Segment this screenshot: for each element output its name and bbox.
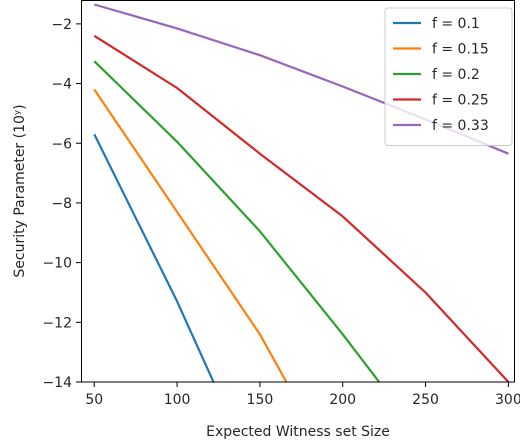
y-tick-label: −10 bbox=[42, 256, 72, 272]
x-tick-label: 100 bbox=[164, 392, 191, 408]
legend-label-0: f = 0.1 bbox=[432, 16, 480, 32]
y-tick-label: −14 bbox=[42, 375, 72, 391]
x-tick-label: 300 bbox=[495, 392, 520, 408]
legend-box bbox=[384, 7, 513, 146]
legend-label-3: f = 0.25 bbox=[432, 93, 489, 109]
x-axis-label: Expected Witness set Size bbox=[206, 424, 390, 440]
x-axis-ticks: 50 100 150 200 250 300 bbox=[85, 382, 520, 408]
series-line-2 bbox=[93, 60, 381, 382]
legend-label-4: f = 0.33 bbox=[432, 118, 489, 134]
y-tick-label: −8 bbox=[51, 196, 72, 212]
series-line-3 bbox=[93, 34, 510, 382]
legend-label-2: f = 0.2 bbox=[432, 67, 480, 83]
y-axis-label: Security Parameter (10ʸ) bbox=[12, 104, 28, 277]
x-tick-label: 250 bbox=[412, 392, 439, 408]
legend-label-1: f = 0.15 bbox=[432, 42, 489, 58]
series-line-1 bbox=[93, 88, 288, 382]
series-lines bbox=[93, 3, 510, 382]
y-tick-label: −2 bbox=[51, 17, 72, 33]
x-tick-label: 50 bbox=[85, 392, 103, 408]
y-tick-label: −6 bbox=[51, 136, 72, 152]
plot-frame bbox=[81, 0, 515, 383]
y-axis-ticks: −2 −4 −6 −8 −10 −12 −14 bbox=[42, 17, 81, 391]
x-tick-label: 200 bbox=[329, 392, 356, 408]
legend: f = 0.1 f = 0.15 f = 0.2 f = 0.25 f = 0.33 bbox=[384, 7, 513, 146]
series-line-0 bbox=[93, 133, 215, 382]
y-tick-label: −4 bbox=[51, 77, 72, 93]
x-tick-label: 150 bbox=[247, 392, 274, 408]
y-tick-label: −12 bbox=[42, 315, 72, 331]
